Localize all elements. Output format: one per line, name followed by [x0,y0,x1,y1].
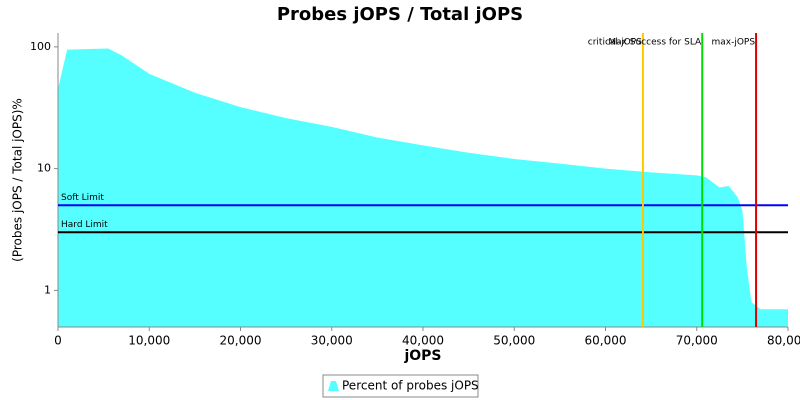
y-tick-label: 10 [37,162,51,175]
legend-box [322,374,479,398]
legend-label: Percent of probes jOPS [342,379,479,393]
x-tick-label: 20,000 [220,334,262,348]
x-tick-label: 60,000 [585,334,627,348]
x-tick-label: 40,000 [402,334,444,348]
marker-label: max-jOPS [711,38,755,48]
chart-title: Probes jOPS / Total jOPS [277,4,523,25]
x-tick-label: 30,000 [311,334,353,348]
limit-label: Hard Limit [61,220,108,230]
x-tick-label: 10,000 [128,334,170,348]
x-tick-label: 70,000 [676,334,718,348]
x-tick-label: 50,000 [493,334,535,348]
marker-label: Max Success for SLA [608,38,702,48]
x-tick-label: 0 [54,334,62,348]
area [58,48,788,327]
x-axis-label: jOPS [403,348,441,364]
marker-label: critical-jOPS [588,38,642,48]
legend-marker [328,381,339,391]
y-axis-label: (Probes jOPS / Total jOPS)% [11,98,25,262]
limit-label: Soft Limit [61,193,104,203]
y-tick-label: 100 [30,40,51,53]
x-tick-label: 80,000 [767,334,800,348]
y-tick-label: 1 [44,283,51,296]
